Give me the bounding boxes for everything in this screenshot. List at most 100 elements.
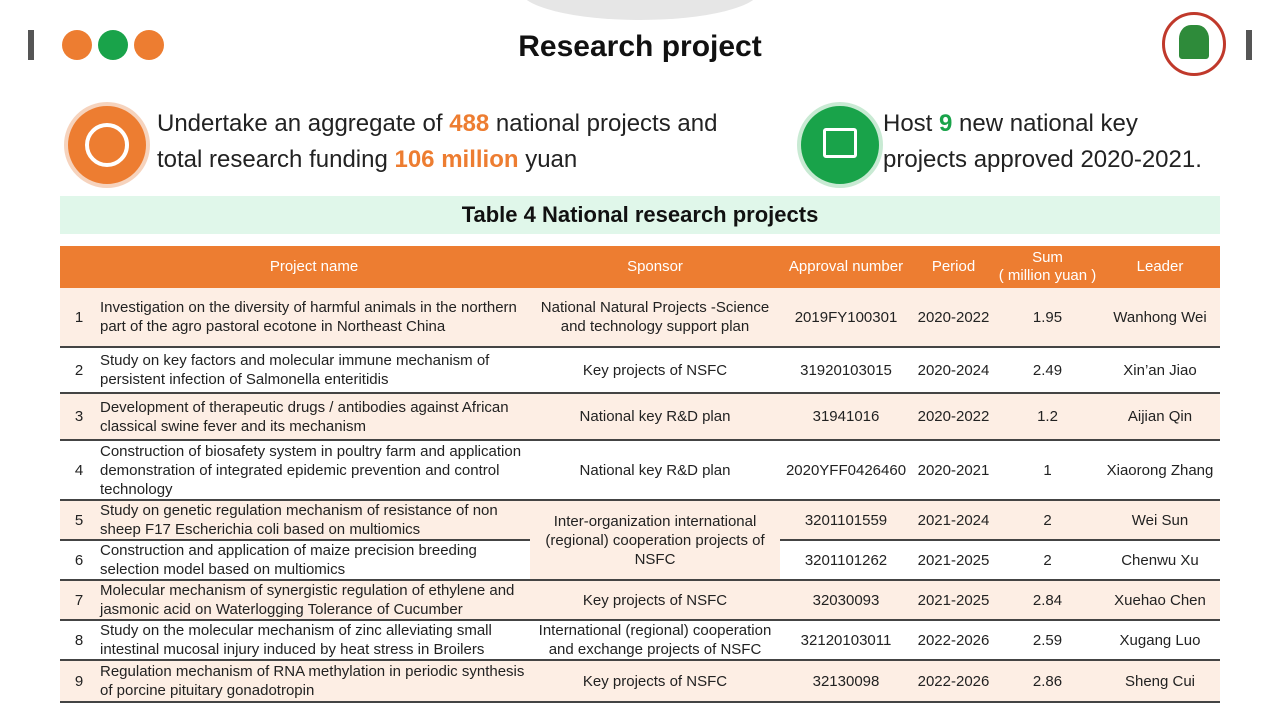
header-cell xyxy=(60,246,98,288)
header-cell: Sum( million yuan ) xyxy=(995,246,1100,288)
table-row: 3 Development of therapeutic drugs / anti… xyxy=(60,393,1220,441)
period: 2020-2024 xyxy=(912,347,995,394)
leader: Wei Sun xyxy=(1100,500,1220,541)
approval-number: 32130098 xyxy=(780,660,912,703)
sum: 2.86 xyxy=(995,660,1100,703)
nav-icon[interactable] xyxy=(98,30,128,60)
project-name: Investigation on the diversity of harmfu… xyxy=(98,288,530,348)
sum: 2.49 xyxy=(995,347,1100,394)
sponsor: National key R&D plan xyxy=(530,393,780,441)
approval-number: 31941016 xyxy=(780,393,912,441)
approval-number: 2020YFF0426460 xyxy=(780,440,912,501)
sum: 1.2 xyxy=(995,393,1100,441)
row-number: 7 xyxy=(60,580,98,621)
project-name: Regulation mechanism of RNA methylation … xyxy=(98,660,530,703)
approval-number: 2019FY100301 xyxy=(780,288,912,348)
period: 2021-2025 xyxy=(912,580,995,621)
row-number: 9 xyxy=(60,660,98,703)
header-cell: Period xyxy=(912,246,995,288)
stat-text: Undertake an aggregate of 488 national p… xyxy=(157,106,757,178)
stat-text-part: Host xyxy=(883,110,940,137)
sum: 1.95 xyxy=(995,288,1100,348)
period: 2020-2022 xyxy=(912,393,995,441)
project-name: Study on genetic regulation mechanism of… xyxy=(98,500,530,541)
table-title: Table 4 National research projects xyxy=(60,196,1220,234)
stat-highlight: 488 xyxy=(449,110,490,137)
sum: 1 xyxy=(995,440,1100,501)
logo xyxy=(1162,12,1226,76)
period: 2021-2024 xyxy=(912,500,995,541)
sum: 2 xyxy=(995,540,1100,581)
stat-text-part: national projects and total research fun… xyxy=(157,110,725,173)
period: 2022-2026 xyxy=(912,660,995,703)
sum: 2.84 xyxy=(995,580,1100,621)
stat-highlight: 106 million xyxy=(394,146,519,173)
row-number: 3 xyxy=(60,393,98,441)
nav-icon[interactable] xyxy=(134,30,164,60)
header-row: Project name Sponsor Approval number Per… xyxy=(60,246,1220,288)
approval-number: 3201101262 xyxy=(780,540,912,581)
side-bar xyxy=(28,30,34,60)
header-text: ( million yuan ) xyxy=(998,267,1097,284)
row-number: 6 xyxy=(60,540,98,581)
period: 2021-2025 xyxy=(912,540,995,581)
sponsor: Key projects of NSFC xyxy=(530,347,780,394)
stat-text-part: new national key projects approved 2020-… xyxy=(883,110,1202,173)
stat-text: Host 9 new national key projects approve… xyxy=(883,106,1223,178)
leader: Xiaorong Zhang xyxy=(1100,440,1220,501)
sponsor: Key projects of NSFC xyxy=(530,580,780,621)
stat-text-part: yuan xyxy=(518,146,578,173)
header-text: Sum xyxy=(1032,249,1063,266)
top-arc xyxy=(520,0,760,20)
row-number: 5 xyxy=(60,500,98,541)
approval-number: 32030093 xyxy=(780,580,912,621)
sum: 2 xyxy=(995,500,1100,541)
table-row: 2 Study on key factors and molecular immu… xyxy=(60,347,1220,394)
table-row: 5 Study on genetic regulation mechanism o… xyxy=(60,500,1220,581)
sponsor: National key R&D plan xyxy=(530,440,780,501)
leader: Xugang Luo xyxy=(1100,620,1220,661)
approval-number: 3201101559 xyxy=(780,500,912,541)
project-table: Project name Sponsor Approval number Per… xyxy=(60,246,1220,703)
target-icon xyxy=(64,102,150,188)
period: 2020-2022 xyxy=(912,288,995,348)
sponsor: Key projects of NSFC xyxy=(530,660,780,703)
table-row: 8 Study on the molecular mechanism of zin… xyxy=(60,620,1220,661)
leader: Aijian Qin xyxy=(1100,393,1220,441)
chart-icon xyxy=(797,102,883,188)
sponsor: International (regional) cooperation and… xyxy=(530,620,780,661)
table-row: 7 Molecular mechanism of synergistic regu… xyxy=(60,580,1220,621)
title: Research project xyxy=(518,30,762,63)
table-row: 9 Regulation mechanism of RNA methylation… xyxy=(60,660,1220,703)
leader: Sheng Cui xyxy=(1100,660,1220,703)
leader: Xin’an Jiao xyxy=(1100,347,1220,394)
header-cell: Sponsor xyxy=(530,246,780,288)
leader: Wanhong Wei xyxy=(1100,288,1220,348)
nav-icon[interactable] xyxy=(62,30,92,60)
side-bar xyxy=(1246,30,1252,60)
sponsor: National Natural Projects -Science and t… xyxy=(530,288,780,348)
row-number: 2 xyxy=(60,347,98,394)
period: 2020-2021 xyxy=(912,440,995,501)
stat-text-part: Undertake an aggregate of xyxy=(157,110,450,137)
project-name: Construction of biosafety system in poul… xyxy=(98,440,530,501)
approval-number: 32120103011 xyxy=(780,620,912,661)
sum: 2.59 xyxy=(995,620,1100,661)
sponsor: Inter-organization international (region… xyxy=(530,500,780,581)
row-number: 1 xyxy=(60,288,98,348)
stat-highlight: 9 xyxy=(939,110,953,137)
row-number: 4 xyxy=(60,440,98,501)
header-cell: Project name xyxy=(98,246,530,288)
period: 2022-2026 xyxy=(912,620,995,661)
approval-number: 31920103015 xyxy=(780,347,912,394)
project-name: Study on key factors and molecular immun… xyxy=(98,347,530,394)
row-number: 8 xyxy=(60,620,98,661)
project-name: Development of therapeutic drugs / antib… xyxy=(98,393,530,441)
project-name: Construction and application of maize pr… xyxy=(98,540,530,581)
table-row: 1 Investigation on the diversity of harmf… xyxy=(60,288,1220,348)
leader: Xuehao Chen xyxy=(1100,580,1220,621)
header-cell: Approval number xyxy=(780,246,912,288)
project-name: Study on the molecular mechanism of zinc… xyxy=(98,620,530,661)
header-cell: Leader xyxy=(1100,246,1220,288)
